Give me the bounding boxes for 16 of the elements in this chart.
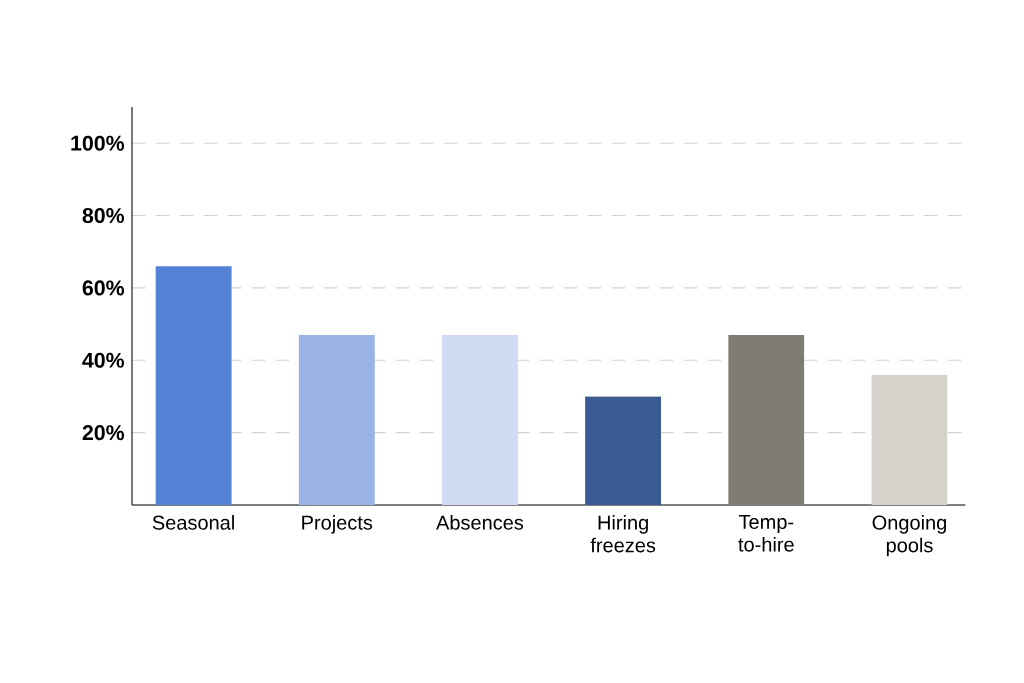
- x-tick-label: Hiring freezes: [590, 515, 656, 553]
- bar: [441, 334, 518, 505]
- y-tick-label: 40%: [82, 352, 125, 368]
- x-tick-label: Projects: [302, 515, 373, 534]
- x-tick-label: Seasonal: [152, 515, 234, 530]
- y-tick-label: 100%: [71, 135, 125, 151]
- bar: [298, 334, 375, 505]
- y-tick-label: 60%: [82, 280, 125, 296]
- y-tick-label: 80%: [82, 208, 125, 224]
- y-tick-label: 20%: [82, 425, 125, 441]
- bar: [585, 396, 662, 505]
- bar: [728, 334, 805, 505]
- x-tick-label: Ongoing pools: [872, 515, 946, 557]
- x-tick-label: Absences: [436, 515, 524, 530]
- bar: [155, 266, 232, 505]
- x-tick-label: Temp-to-hire: [738, 515, 794, 552]
